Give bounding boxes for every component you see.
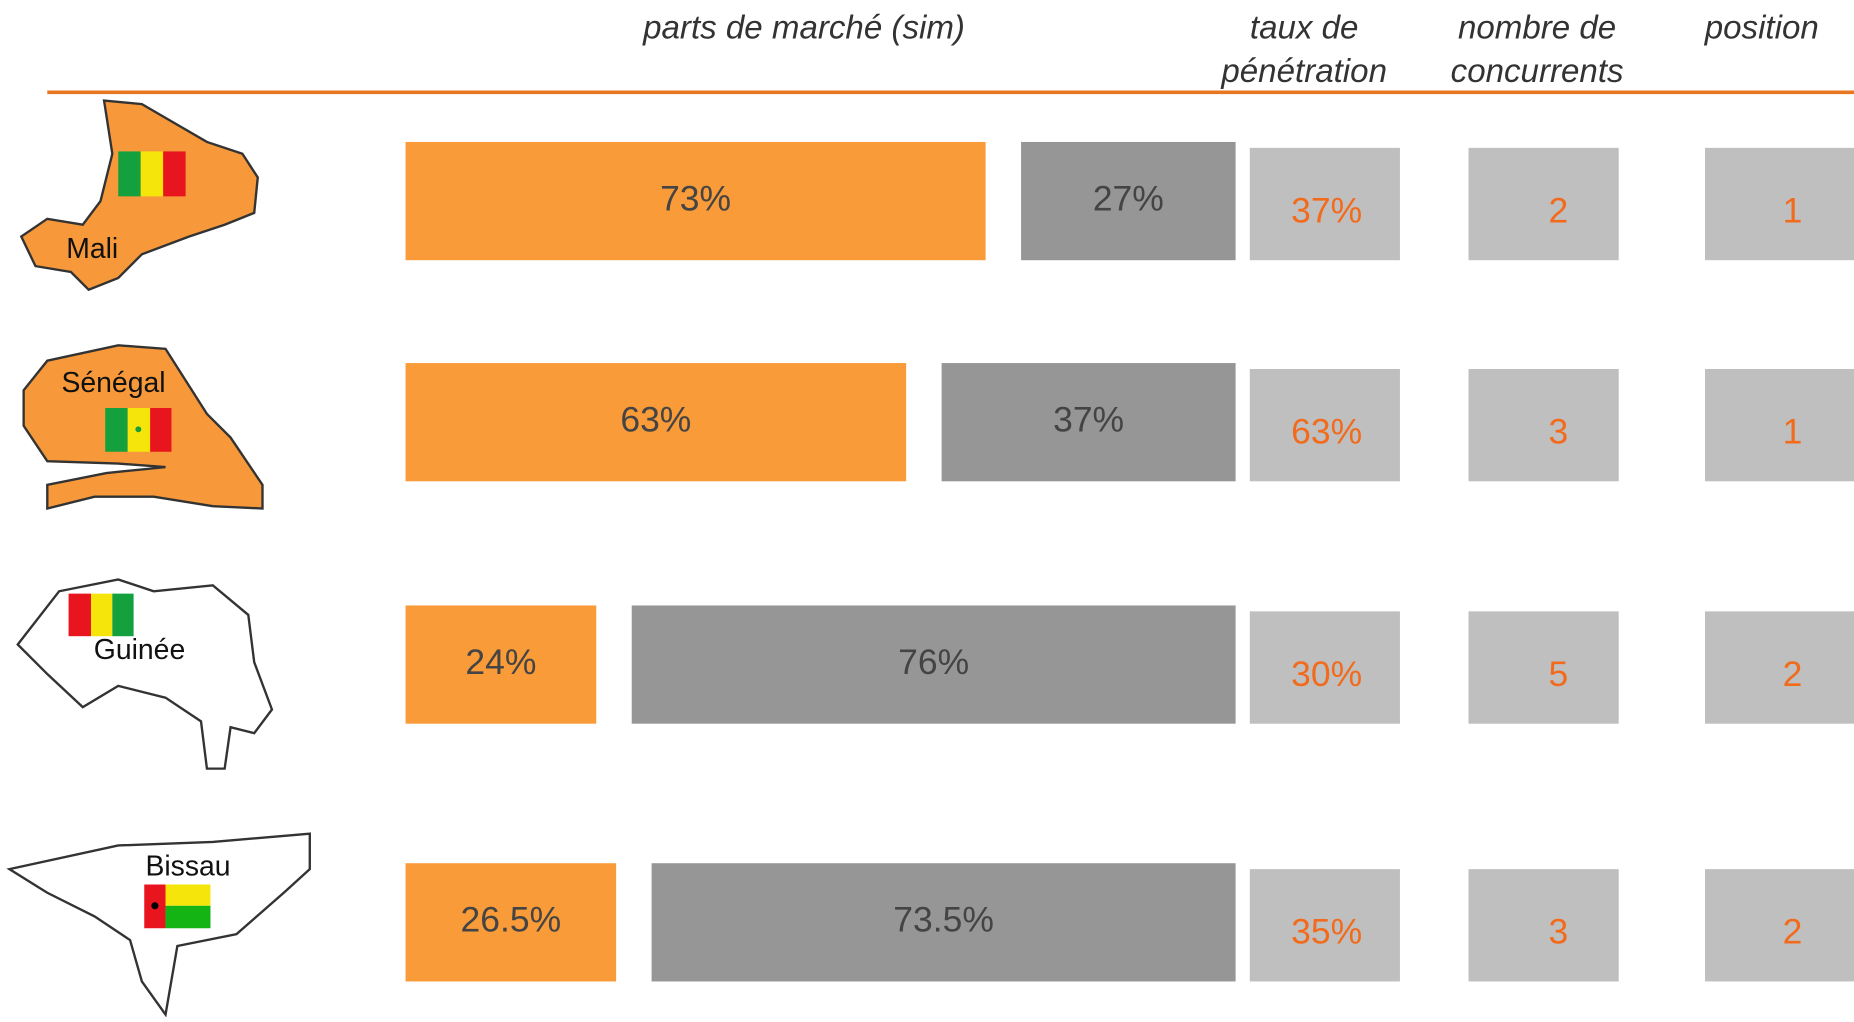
competitors-box [1468, 611, 1619, 724]
share-bar [405, 605, 597, 724]
share-label: 76% [898, 642, 969, 682]
share-label: 37% [1053, 400, 1124, 440]
penetration-value: 63% [1291, 411, 1362, 451]
country-label: Bissau [145, 850, 230, 882]
header: pénétration [1220, 53, 1387, 90]
header: concurrents [1451, 53, 1624, 90]
share-label: 73.5% [893, 900, 994, 940]
competitors-value: 3 [1549, 912, 1569, 952]
position-value: 1 [1783, 411, 1803, 451]
position-value: 1 [1783, 190, 1803, 230]
share-bar [405, 863, 617, 982]
competitors-box [1468, 869, 1619, 982]
competitors-value: 2 [1549, 190, 1569, 230]
position-value: 2 [1783, 912, 1803, 952]
share-label: 24% [465, 642, 536, 682]
competitors-value: 5 [1549, 654, 1569, 694]
share-bar [941, 363, 1236, 482]
position-box [1705, 869, 1854, 982]
share-bar [405, 141, 986, 261]
share-label: 63% [620, 400, 691, 440]
header: nombre de [1458, 9, 1616, 46]
penetration-box [1249, 611, 1400, 724]
map-mali: Mali [19, 99, 259, 292]
share-bar [405, 363, 907, 482]
penetration-value: 30% [1291, 654, 1362, 694]
position-box [1705, 368, 1854, 482]
country-label: Sénégal [61, 367, 165, 399]
header: parts de marché (sim) [642, 9, 965, 46]
competitors-box [1468, 368, 1619, 482]
penetration-value: 35% [1291, 912, 1362, 952]
position-box [1705, 611, 1854, 724]
competitors-box [1468, 147, 1619, 261]
share-label: 26.5% [461, 900, 562, 940]
map-guinea: Guinée [16, 578, 274, 770]
position-value: 2 [1783, 654, 1803, 694]
header: taux de [1250, 9, 1359, 46]
map-senegal: Sénégal [22, 344, 264, 511]
header: position [1704, 9, 1819, 46]
share-bar [631, 605, 1236, 724]
penetration-box [1249, 869, 1400, 982]
competitors-value: 3 [1549, 411, 1569, 451]
share-label: 27% [1093, 178, 1164, 218]
share-bar [1021, 141, 1236, 261]
share-label: 73% [660, 178, 731, 218]
position-box [1705, 147, 1854, 261]
country-label: Guinée [94, 634, 185, 666]
penetration-box [1249, 368, 1400, 482]
share-bar [651, 863, 1236, 982]
map-bissau: Bissau [6, 832, 311, 1018]
country-label: Mali [66, 233, 118, 265]
penetration-value: 37% [1291, 190, 1362, 230]
penetration-box [1249, 147, 1400, 261]
